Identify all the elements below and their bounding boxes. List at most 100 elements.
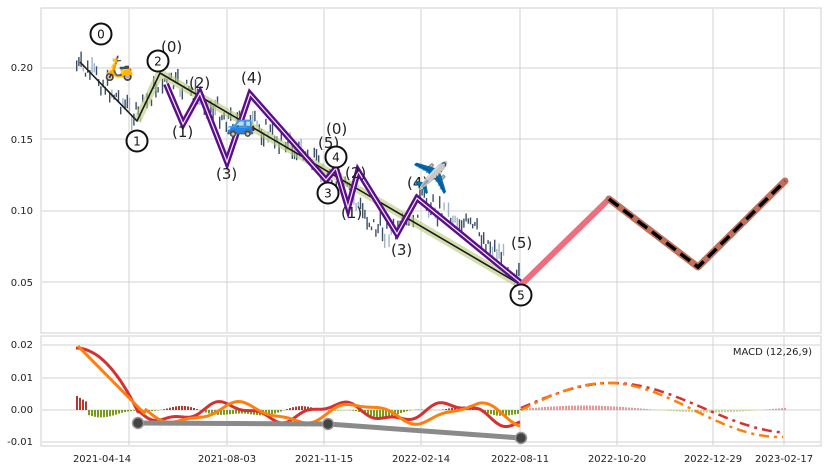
histogram-bar [301,406,303,410]
histogram-bar [784,407,786,410]
histogram-bar [673,410,675,412]
histogram-bar [754,410,756,411]
histogram-bar [271,410,273,415]
histogram-bar [397,410,399,415]
histogram-bar [388,410,390,417]
price-bar [216,96,219,105]
histogram-bar [634,408,636,410]
histogram-bar [232,410,234,414]
svg-text:4: 4 [332,151,340,165]
price-bar [256,120,258,127]
price-bar [388,234,390,247]
price-bar [370,226,373,231]
price-bar [76,60,78,72]
histogram-bar [235,410,237,414]
price-bar [181,87,183,100]
price-bar [498,243,500,259]
histogram-bar [703,410,705,413]
histogram-bar [454,407,456,410]
price-bar [263,132,265,147]
histogram-bar [121,410,123,413]
histogram-bar [118,410,120,414]
histogram-bar [580,405,582,410]
x-tick-label: 2022-12-29 [684,454,742,465]
circled-label: 3 [316,181,340,205]
histogram-bar [679,410,681,412]
price-bar [428,210,430,218]
histogram-bar [649,409,651,410]
histogram-bar [571,405,573,410]
histogram-bar [85,401,87,410]
histogram-bar [241,410,243,414]
histogram-bar [622,407,624,410]
price-bar [386,221,388,229]
wave-label: (4) [407,174,428,192]
price-bar [384,233,386,248]
price-bar [353,194,355,205]
price-bar [364,209,366,219]
svg-text:1: 1 [133,135,141,149]
histogram-bar [685,410,687,412]
price-bar [124,99,126,109]
price-bar [419,189,421,201]
wave-label: (4) [241,69,262,87]
svg-text:2: 2 [154,55,162,69]
histogram-bar [352,410,354,411]
price-bar [474,222,476,226]
histogram-bar [589,405,591,410]
price-bar [436,210,439,227]
histogram-bar [778,408,780,410]
price-bar [502,243,505,256]
circled-label: 4 [324,145,348,169]
price-bar [280,130,282,142]
histogram-bar [376,410,378,417]
histogram-bar [493,410,495,416]
price-bar [122,98,124,108]
price-bar [238,110,241,116]
histogram-bar [79,397,81,410]
price-bar [212,105,214,120]
histogram-bar [727,410,729,413]
macd-line [75,346,521,429]
histogram-bar [577,405,579,410]
histogram-bar [289,408,291,410]
price-bar [355,203,357,211]
price-bar [82,64,84,72]
signal-projection-line [520,381,783,439]
macd-y-tick-label: 0.01 [11,373,33,384]
histogram-bar [769,409,771,410]
price-bar [421,189,423,196]
price-bar [120,106,122,115]
price-bar [225,121,227,132]
histogram-bar [517,410,519,414]
price-bar [84,72,87,77]
x-tick-label: 2022-02-14 [392,454,450,465]
histogram-bar [97,410,99,418]
wave-label: (3) [216,165,237,183]
histogram-bar [607,406,609,410]
price-bar [117,90,120,103]
price-bar [362,203,364,219]
histogram-bar [298,406,300,410]
histogram-bar [133,410,135,411]
x-tick-label: 2023-02-17 [755,454,813,465]
price-bar [469,217,472,225]
price-bar [359,197,362,210]
histogram-bar [367,410,369,415]
price-bar [417,214,419,218]
histogram-bar [718,410,720,413]
y-tick-label: 0.10 [11,206,33,217]
y-tick-label: 0.20 [11,63,33,74]
price-bar [150,99,153,107]
histogram-bar [772,408,774,410]
histogram-bar [724,410,726,413]
histogram-bar [586,405,588,410]
price-bar [252,111,254,125]
price-bar [452,215,454,227]
price-bar [381,227,384,242]
price-bar [516,269,518,281]
histogram-bar [442,409,444,410]
histogram-bar [127,410,129,412]
price-bar [98,79,100,86]
histogram-bar [151,410,153,412]
